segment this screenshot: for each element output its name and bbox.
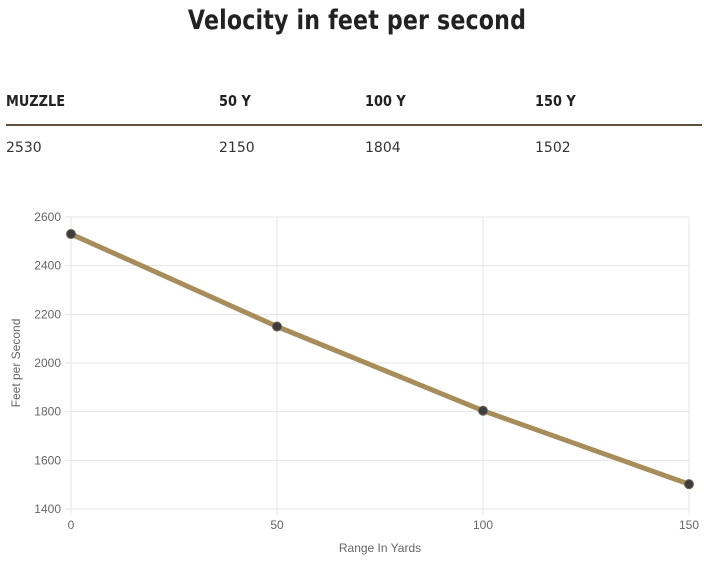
y-tick-label: 1600 — [34, 453, 61, 467]
y-tick-label: 2200 — [34, 307, 61, 321]
x-axis-title: Range In Yards — [339, 541, 421, 555]
y-tick-label: 2400 — [34, 259, 61, 273]
x-tick-label: 150 — [679, 518, 699, 532]
data-point[interactable] — [66, 229, 76, 240]
velocity-table: MUZZLE 50 Y 100 Y 150 Y 2530 2150 1804 1… — [6, 90, 702, 156]
y-tick-label: 2000 — [34, 356, 61, 370]
velocity-line-chart: 1400 1600 1800 2000 2200 2400 2600 0 50 100 150 F… — [9, 210, 700, 555]
column-header-150-y: 150 Y — [535, 92, 576, 110]
table-row: 2530 2150 1804 1502 — [6, 126, 702, 156]
x-tick-label: 0 — [68, 518, 75, 532]
column-header-50-y: 50 Y — [219, 92, 251, 110]
y-tick-label: 1400 — [34, 502, 61, 516]
data-point[interactable] — [684, 479, 694, 490]
x-tick-label: 50 — [270, 518, 284, 532]
data-point[interactable] — [272, 321, 282, 332]
y-axis-ticks: 1400 1600 1800 2000 2200 2400 2600 — [34, 210, 61, 516]
series-line — [68, 231, 692, 487]
cell-muzzle: 2530 — [6, 140, 42, 156]
x-axis-ticks: 0 50 100 150 — [68, 518, 700, 532]
x-tick-label: 100 — [473, 518, 493, 532]
y-tick-label: 2600 — [34, 210, 61, 224]
cell-50-y: 2150 — [219, 140, 255, 156]
cell-100-y: 1804 — [365, 140, 401, 156]
cell-150-y: 1502 — [535, 140, 571, 156]
y-axis-title: Feet per Second — [9, 319, 23, 408]
data-point[interactable] — [478, 405, 488, 416]
column-header-muzzle: MUZZLE — [6, 92, 66, 110]
chart-title: Velocity in feet per second — [187, 5, 527, 36]
y-tick-label: 1800 — [34, 405, 61, 419]
column-header-100-y: 100 Y — [365, 92, 406, 110]
chart-series — [66, 229, 694, 490]
table-header-row: MUZZLE 50 Y 100 Y 150 Y — [6, 90, 702, 126]
chart-grid — [65, 216, 690, 515]
